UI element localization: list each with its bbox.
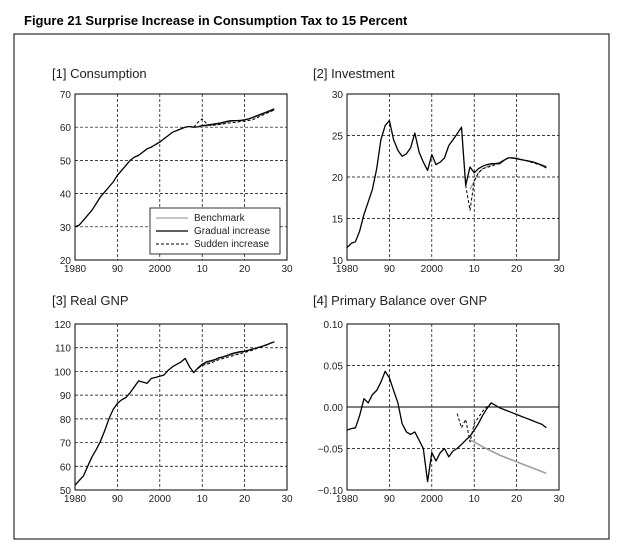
investment-ytick-label: 25	[332, 132, 344, 143]
investment-ytick-label: 20	[332, 173, 344, 184]
consumption-ytick-label: 50	[60, 156, 72, 167]
real-gnp-ytick-label: 50	[60, 486, 72, 497]
investment-ytick-label: 30	[332, 90, 344, 101]
primary-balance-xtick-label: 90	[384, 494, 396, 505]
panel-investment: [2] Investment 1980 90 2000 10 20 30 10 15 20 25 3…	[313, 66, 565, 275]
primary-balance-ytick-label: −0.05	[318, 445, 344, 456]
investment-xtick-label: 20	[511, 264, 523, 275]
real-gnp-plot-frame	[74, 323, 288, 491]
panel-title-real-gnp: [3] Real GNP	[52, 293, 129, 308]
panel-primary-balance: [4] Primary Balance over GNP 1980 90 2000 1…	[313, 293, 565, 505]
panel-title-primary-balance: [4] Primary Balance over GNP	[313, 293, 487, 308]
consumption-xtick-label: 30	[281, 264, 293, 275]
investment-ytick-label: 15	[332, 215, 344, 226]
real-gnp-xtick-label: 2000	[149, 494, 172, 505]
consumption-ytick-label: 30	[60, 223, 72, 234]
consumption-series-sudden-increase	[193, 109, 275, 128]
real-gnp-ytick-label: 60	[60, 462, 72, 473]
real-gnp-series-sudden-increase	[197, 341, 275, 369]
primary-balance-plot-frame	[346, 323, 560, 491]
real-gnp-xtick-label: 90	[112, 494, 124, 505]
real-gnp-xtick-label: 30	[281, 494, 293, 505]
investment-plot-frame	[346, 93, 560, 261]
real-gnp-ytick-label: 110	[55, 344, 71, 355]
investment-ytick-label: 10	[332, 256, 344, 267]
primary-balance-xtick-label: 1980	[336, 494, 359, 505]
investment-xtick-label: 90	[384, 264, 396, 275]
real-gnp-ytick-label: 80	[60, 415, 72, 426]
investment-xtick-label: 30	[553, 264, 565, 275]
real-gnp-xtick-label: 10	[197, 494, 209, 505]
consumption-ytick-label: 70	[60, 90, 72, 101]
consumption-xtick-label: 2000	[149, 264, 172, 275]
panel-title-investment: [2] Investment	[313, 66, 395, 81]
consumption-plot-frame	[74, 93, 288, 261]
primary-balance-ytick-label: 0.00	[324, 403, 344, 414]
primary-balance-series-benchmark	[469, 439, 547, 475]
primary-balance-series-sudden-increase	[456, 402, 492, 443]
real-gnp-series-gradual-increase	[74, 341, 275, 486]
primary-balance-xtick-label: 20	[511, 494, 523, 505]
panel-consumption: [1] Consumption 1980 90 2000 10 20 30 20 30 40 50…	[52, 66, 293, 275]
consumption-ytick-label: 20	[60, 256, 72, 267]
real-gnp-ytick-label: 90	[60, 391, 72, 402]
primary-balance-ytick-label: 0.10	[324, 320, 344, 331]
investment-xtick-label: 1980	[336, 264, 359, 275]
consumption-xtick-label: 1980	[64, 264, 87, 275]
primary-balance-ytick-label: −0.10	[318, 486, 344, 497]
consumption-ytick-label: 60	[60, 123, 72, 134]
primary-balance-xtick-label: 2000	[421, 494, 444, 505]
figure-title: Figure 21 Surprise Increase in Consumpti…	[24, 13, 408, 28]
real-gnp-ytick-label: 120	[54, 320, 71, 331]
primary-balance-ytick-label: 0.05	[324, 362, 344, 373]
investment-xtick-label: 10	[469, 264, 481, 275]
legend: Benchmark Gradual increase Sudden increa…	[149, 207, 281, 255]
panel-real-gnp: [3] Real GNP 1980 90 2000 10 20 30 50 60 70 80 90 1…	[52, 293, 293, 505]
consumption-ytick-label: 40	[60, 190, 72, 201]
consumption-xtick-label: 90	[112, 264, 124, 275]
legend-label-gradual: Gradual increase	[194, 226, 271, 237]
panel-title-consumption: [1] Consumption	[52, 66, 147, 81]
real-gnp-ytick-label: 70	[60, 439, 72, 450]
consumption-series-gradual-increase	[74, 108, 275, 228]
legend-label-sudden: Sudden increase	[194, 239, 269, 250]
real-gnp-xtick-label: 20	[239, 494, 251, 505]
primary-balance-xtick-label: 10	[469, 494, 481, 505]
figure-border	[13, 33, 610, 540]
primary-balance-xtick-label: 30	[553, 494, 565, 505]
real-gnp-ytick-label: 100	[54, 367, 71, 378]
consumption-xtick-label: 20	[239, 264, 251, 275]
legend-label-benchmark: Benchmark	[194, 213, 246, 224]
real-gnp-xtick-label: 1980	[64, 494, 87, 505]
primary-balance-series-gradual-increase	[346, 370, 547, 483]
consumption-xtick-label: 10	[197, 264, 209, 275]
investment-xtick-label: 2000	[421, 264, 444, 275]
investment-series-sudden-increase	[465, 157, 547, 211]
